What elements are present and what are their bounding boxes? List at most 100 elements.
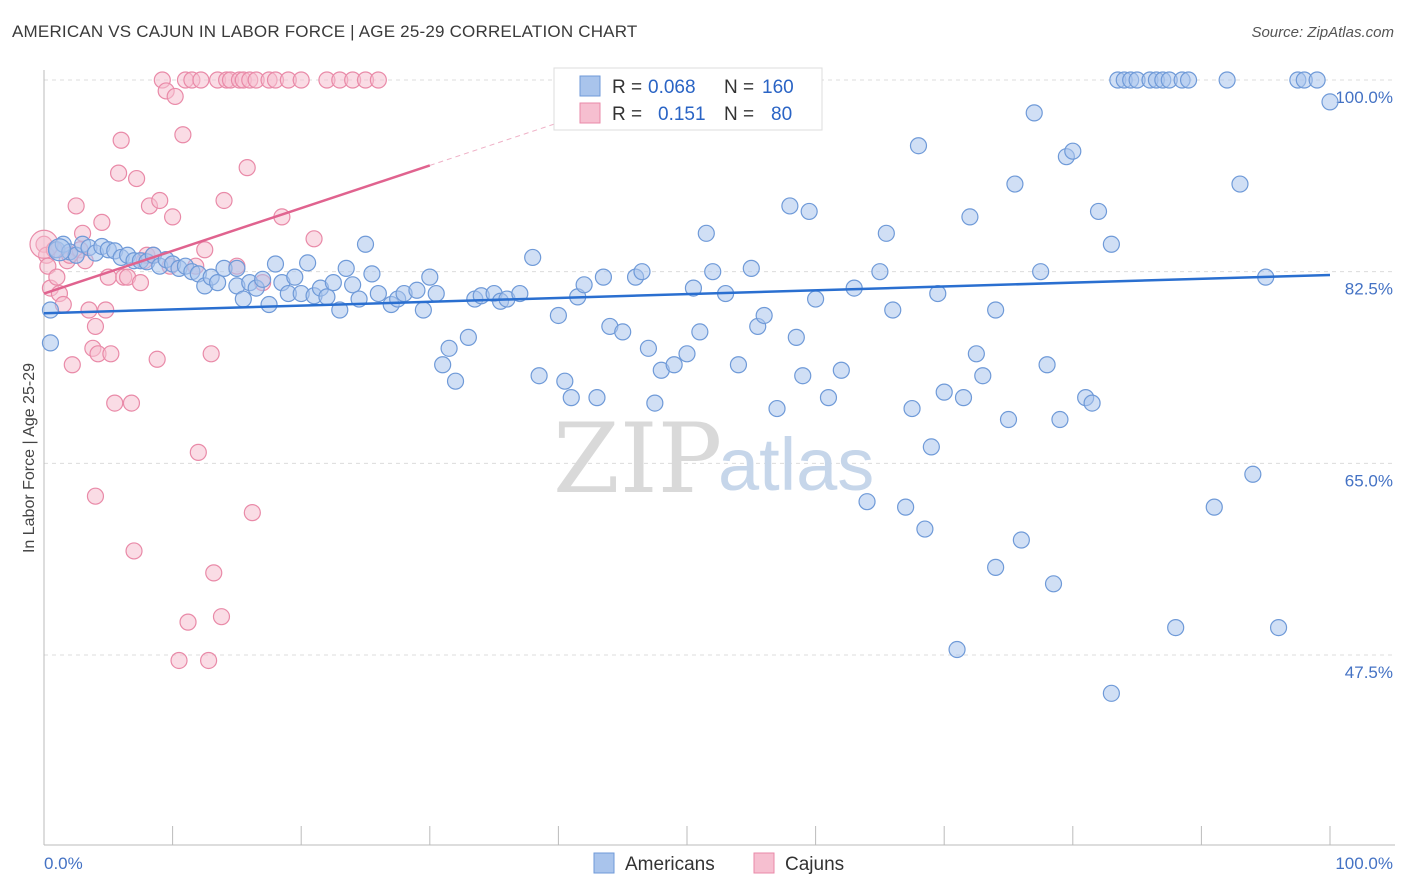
- american-point: [614, 323, 632, 341]
- cajun-point: [148, 350, 166, 368]
- chart-title: AMERICAN VS CAJUN IN LABOR FORCE | AGE 2…: [12, 22, 638, 41]
- american-point: [344, 276, 362, 294]
- american-point: [1102, 235, 1120, 253]
- american-point: [562, 389, 580, 407]
- american-point: [909, 137, 928, 155]
- american-point: [1083, 394, 1101, 412]
- american-point: [794, 367, 812, 385]
- american-point: [1044, 575, 1063, 593]
- american-point: [260, 295, 278, 314]
- american-point: [639, 339, 658, 357]
- american-point: [858, 493, 876, 511]
- american-point: [556, 372, 574, 390]
- american-point: [549, 306, 568, 325]
- american-point: [530, 367, 548, 385]
- cajun-points: [29, 71, 387, 670]
- legend-r-value-americans: 0.068: [648, 77, 696, 98]
- american-point: [871, 263, 889, 281]
- american-point: [1025, 104, 1043, 122]
- american-point: [999, 410, 1018, 429]
- american-point: [331, 301, 349, 319]
- american-point: [356, 235, 375, 253]
- american-point: [742, 259, 760, 277]
- american-point: [1179, 71, 1198, 89]
- cajun-point: [212, 608, 231, 626]
- american-point: [903, 399, 921, 418]
- american-point: [41, 334, 60, 352]
- series-label-cajuns: Cajuns: [785, 854, 844, 875]
- legend-swatch-cajuns: [579, 102, 601, 124]
- cajun-point: [125, 542, 143, 560]
- american-point: [967, 345, 985, 363]
- american-point: [1032, 263, 1050, 281]
- cajun-point: [205, 564, 223, 582]
- legend-n-value-americans: 160: [762, 77, 794, 98]
- american-point: [1218, 71, 1236, 89]
- american-points: [41, 71, 1339, 702]
- american-point: [935, 383, 953, 401]
- american-point: [633, 263, 651, 281]
- cajun-point: [200, 651, 218, 670]
- american-point: [446, 372, 465, 390]
- american-point: [1269, 619, 1288, 637]
- american-point: [363, 265, 381, 283]
- cajun-point: [174, 126, 192, 144]
- y-axis-tick-labels: 100.0% 82.5% 65.0% 47.5%: [1335, 88, 1393, 682]
- cajun-point: [63, 356, 81, 374]
- american-point: [228, 259, 246, 277]
- american-point: [729, 356, 748, 374]
- watermark-atlas: atlas: [718, 423, 874, 506]
- series-label-americans: Americans: [625, 854, 715, 875]
- american-point: [691, 323, 709, 341]
- american-point: [254, 270, 272, 288]
- american-point: [678, 345, 696, 363]
- american-point: [575, 276, 593, 294]
- cajun-point: [48, 268, 66, 286]
- x-tick-label-end: 100.0%: [1335, 854, 1393, 873]
- series-legend: Americans Cajuns: [593, 852, 844, 875]
- cajun-point: [112, 131, 130, 149]
- american-point: [755, 306, 773, 325]
- legend-r-label-cajuns: R =: [612, 104, 642, 125]
- cajun-point: [164, 208, 182, 226]
- american-point: [1231, 175, 1249, 193]
- american-point: [594, 268, 613, 286]
- american-point: [1244, 465, 1262, 483]
- american-point: [524, 248, 542, 267]
- american-point: [369, 284, 387, 303]
- american-point: [961, 208, 979, 226]
- american-point: [832, 361, 850, 379]
- american-point: [987, 301, 1005, 319]
- american-point: [286, 268, 304, 286]
- american-point: [697, 224, 715, 242]
- american-point: [684, 279, 703, 297]
- y-axis-title: In Labor Force | Age 25-29: [21, 363, 38, 553]
- american-point: [922, 438, 940, 456]
- cajun-point: [189, 443, 207, 461]
- source-label: Source: ZipAtlas.com: [1251, 24, 1394, 41]
- cajun-point: [67, 197, 85, 215]
- cajun-point: [93, 213, 111, 231]
- american-point: [414, 301, 432, 319]
- cajun-point: [243, 504, 261, 522]
- american-point: [877, 224, 895, 242]
- cajun-point: [292, 71, 310, 89]
- y-tick-label: 82.5%: [1345, 280, 1393, 299]
- american-point: [806, 290, 825, 308]
- legend-r-label-americans: R =: [612, 77, 642, 98]
- cajun-point: [192, 71, 210, 89]
- cajun-point: [202, 345, 220, 363]
- american-point: [819, 389, 838, 407]
- american-point: [916, 520, 934, 538]
- legend-r-value-cajuns: 0.151: [658, 104, 706, 125]
- cajun-point: [305, 230, 323, 248]
- cajun-point: [106, 394, 124, 412]
- american-point: [427, 284, 445, 303]
- trend-lines: [43, 122, 1331, 315]
- american-point: [1102, 684, 1120, 702]
- y-tick-label: 47.5%: [1345, 663, 1393, 682]
- legend-n-label-cajuns: N =: [724, 104, 754, 125]
- series-swatch-cajuns: [753, 852, 775, 874]
- legend-n-value-cajuns: 80: [771, 104, 792, 125]
- watermark-zip: ZIP: [553, 403, 722, 515]
